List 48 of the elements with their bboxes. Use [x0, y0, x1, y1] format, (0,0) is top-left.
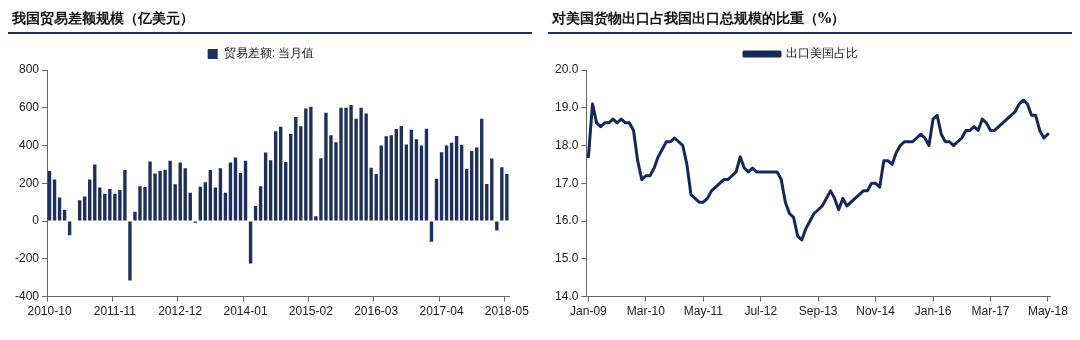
- bar: [258, 186, 263, 221]
- bar: [57, 197, 62, 221]
- y-tick-label: -200: [14, 251, 40, 266]
- legend-label: 出口美国占比: [786, 46, 858, 61]
- x-tick-label: 2011-11: [93, 304, 137, 319]
- chart-title: 我国贸易差额规模（亿美元）: [8, 8, 532, 34]
- y-tick-label: 0: [32, 213, 40, 228]
- y-tick-label: 17.0: [555, 175, 579, 190]
- y-tick-label: 14.0: [555, 288, 579, 303]
- bar: [233, 157, 238, 221]
- x-tick-label: Mar-10: [626, 304, 666, 319]
- x-tick-label: 2015-02: [288, 304, 334, 319]
- x-tick-label: Mar-17: [971, 304, 1010, 319]
- chart-title: 对美国货物出口占我国出口总规模的比重（%）: [548, 8, 1072, 34]
- x-tick-label: 2010-10: [27, 304, 72, 319]
- bar: [253, 205, 258, 221]
- x-tick-label: Jul-12: [744, 304, 778, 319]
- bar: [213, 187, 218, 221]
- bar: [98, 187, 102, 221]
- bar: [203, 182, 208, 221]
- y-tick-label: 800: [18, 62, 40, 77]
- bar: [77, 200, 82, 221]
- y-tick-label: 600: [18, 100, 40, 115]
- x-tick-label: Jan-16: [914, 304, 952, 319]
- y-tick-label: 20.0: [555, 62, 579, 77]
- x-tick-label: Sep-13: [798, 304, 838, 319]
- bar: [485, 184, 489, 221]
- x-tick-label: 2018-05: [484, 304, 530, 319]
- x-tick-label: 2017-04: [419, 304, 464, 319]
- x-tick-label: 2016-03: [354, 304, 399, 319]
- x-tick-label: May-11: [683, 304, 724, 319]
- y-tick-label: 15.0: [555, 251, 579, 266]
- x-tick-label: Jan-09: [570, 304, 608, 319]
- x-tick-label: Nov-14: [856, 304, 896, 319]
- legend-label: 贸易差额: 当月值: [223, 46, 315, 61]
- y-tick-label: 19.0: [555, 100, 579, 115]
- x-tick-label: May-18: [1027, 304, 1069, 319]
- x-tick-label: 2014-01: [223, 304, 268, 319]
- bar: [128, 221, 132, 281]
- bar: [495, 221, 499, 231]
- bar: [439, 152, 444, 221]
- y-tick-label: 200: [18, 175, 40, 190]
- x-tick-label: 2012-12: [158, 304, 203, 319]
- y-tick-label: -400: [14, 288, 40, 303]
- y-tick-label: 16.0: [555, 213, 579, 228]
- bar: [93, 164, 97, 221]
- y-tick-label: 400: [18, 137, 40, 152]
- y-tick-label: 18.0: [555, 137, 579, 152]
